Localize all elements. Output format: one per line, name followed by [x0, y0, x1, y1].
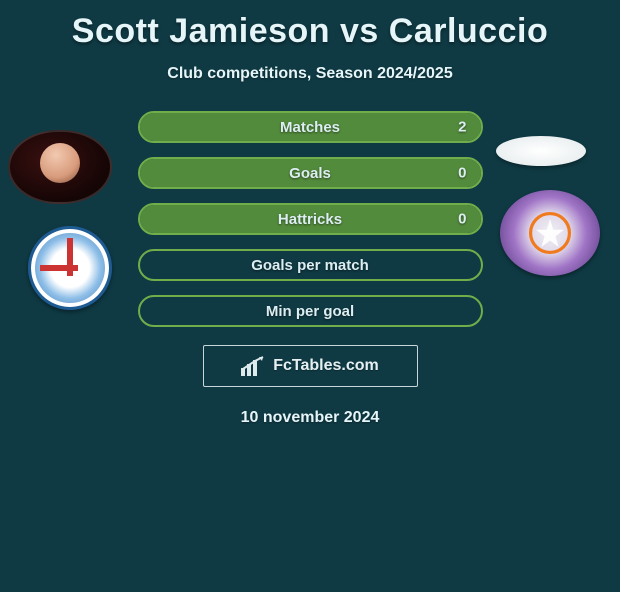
brand-text: FcTables.com: [273, 357, 379, 375]
stats-panel: Matches 2 Goals 0 Hattricks 0 Goals per match M…: [138, 111, 483, 327]
club-right-badge: [500, 190, 600, 276]
brand-box[interactable]: FcTables.com: [203, 345, 418, 387]
page-title: Scott Jamieson vs Carluccio: [0, 12, 620, 51]
stat-label: Matches: [280, 119, 340, 136]
club-left-badge: [28, 226, 112, 310]
subtitle: Club competitions, Season 2024/2025: [0, 65, 620, 83]
stat-value: 0: [458, 211, 466, 228]
player-left-avatar: [8, 130, 112, 204]
date-text: 10 november 2024: [0, 409, 620, 427]
player-right-avatar: [496, 136, 586, 166]
stat-row: Min per goal: [138, 295, 483, 327]
stat-label: Goals per match: [251, 257, 369, 274]
stat-value: 2: [458, 119, 466, 136]
stat-label: Goals: [289, 165, 331, 182]
brand-chart-icon: [241, 356, 267, 376]
stat-label: Hattricks: [278, 211, 342, 228]
stat-row: Goals 0: [138, 157, 483, 189]
stat-row: Matches 2: [138, 111, 483, 143]
stat-row: Hattricks 0: [138, 203, 483, 235]
stat-row: Goals per match: [138, 249, 483, 281]
stat-value: 0: [458, 165, 466, 182]
stat-label: Min per goal: [266, 303, 354, 320]
